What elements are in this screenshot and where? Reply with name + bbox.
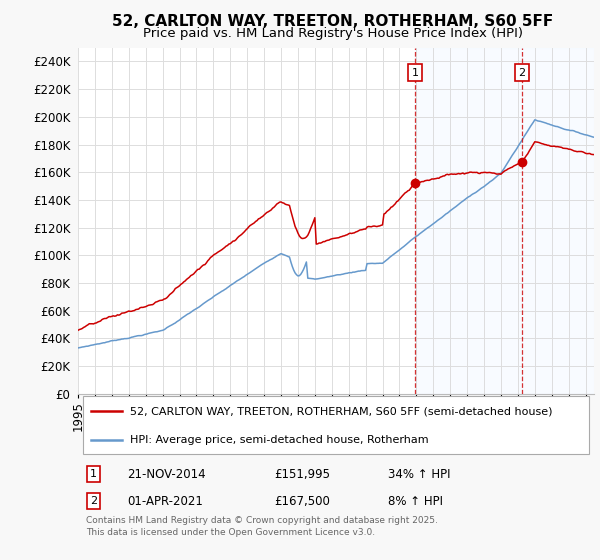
Text: £151,995: £151,995 [274, 468, 330, 480]
Text: 2: 2 [518, 68, 526, 77]
Text: 8% ↑ HPI: 8% ↑ HPI [388, 494, 443, 507]
FancyBboxPatch shape [83, 396, 589, 454]
Text: Contains HM Land Registry data © Crown copyright and database right 2025.
This d: Contains HM Land Registry data © Crown c… [86, 516, 437, 537]
Text: 1: 1 [90, 469, 97, 479]
Text: HPI: Average price, semi-detached house, Rotherham: HPI: Average price, semi-detached house,… [130, 435, 428, 445]
Text: 34% ↑ HPI: 34% ↑ HPI [388, 468, 450, 480]
Text: 2: 2 [90, 496, 97, 506]
Text: 52, CARLTON WAY, TREETON, ROTHERHAM, S60 5FF: 52, CARLTON WAY, TREETON, ROTHERHAM, S60… [112, 14, 554, 29]
Text: 1: 1 [412, 68, 418, 77]
Text: 21-NOV-2014: 21-NOV-2014 [127, 468, 206, 480]
Text: Price paid vs. HM Land Registry's House Price Index (HPI): Price paid vs. HM Land Registry's House … [143, 27, 523, 40]
Bar [415, 48, 594, 394]
Text: 52, CARLTON WAY, TREETON, ROTHERHAM, S60 5FF (semi-detached house): 52, CARLTON WAY, TREETON, ROTHERHAM, S60… [130, 406, 552, 416]
Text: £167,500: £167,500 [274, 494, 330, 507]
Text: 01-APR-2021: 01-APR-2021 [127, 494, 203, 507]
